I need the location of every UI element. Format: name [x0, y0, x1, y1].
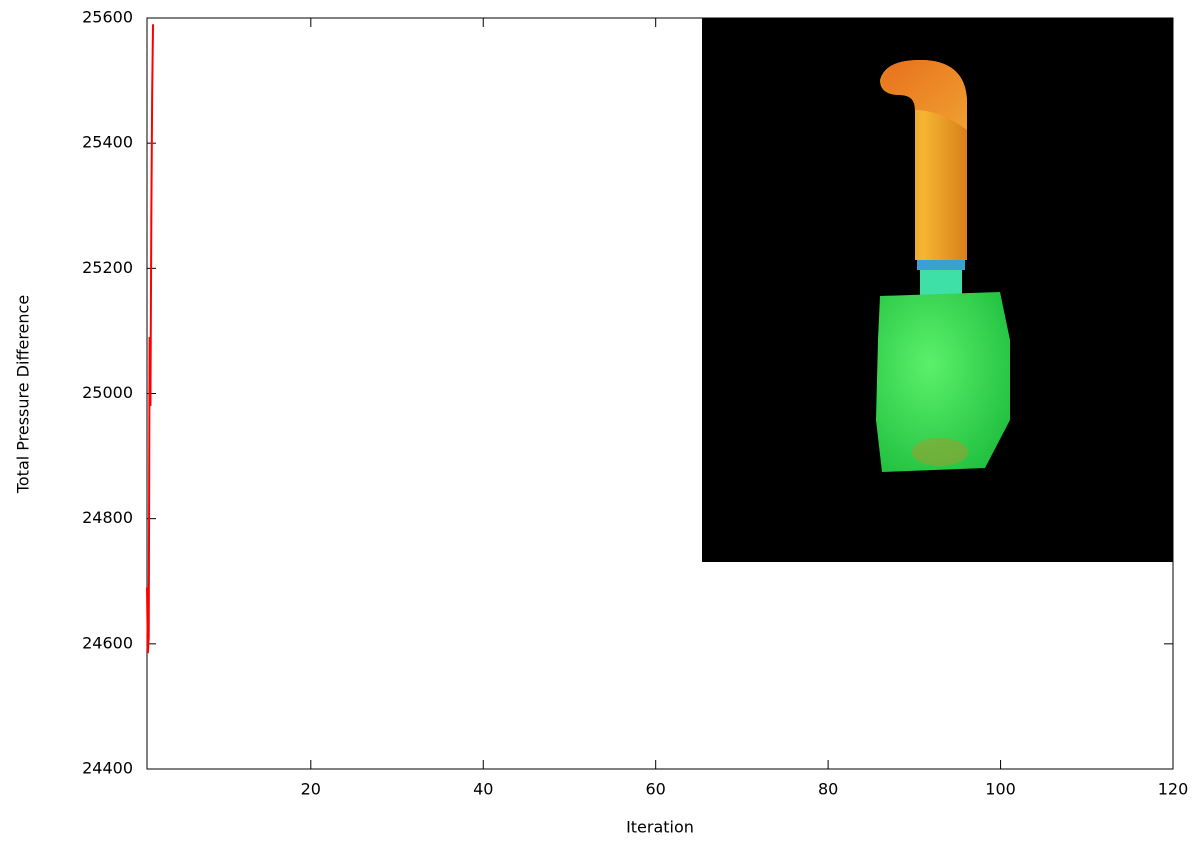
y-tick-label: 25000	[82, 383, 133, 402]
chart: Iteration Total Pressure Difference 2440…	[0, 0, 1198, 841]
x-axis-label: Iteration	[626, 818, 694, 837]
x-tick-label: 100	[985, 780, 1016, 799]
x-tick-label: 40	[473, 780, 493, 799]
y-tick-label: 24800	[82, 508, 133, 527]
x-tick-label: 80	[818, 780, 838, 799]
y-axis-label: Total Pressure Difference	[14, 295, 33, 494]
y-tick-label: 25400	[82, 133, 133, 152]
y-tick-label: 25600	[82, 8, 133, 27]
x-tick-label: 20	[301, 780, 321, 799]
y-tick-label: 24400	[82, 759, 133, 778]
x-tick-label: 120	[1158, 780, 1189, 799]
y-tick-label: 25200	[82, 258, 133, 277]
x-tick-label: 60	[646, 780, 666, 799]
inset-image	[702, 18, 1173, 562]
y-tick-label: 24600	[82, 633, 133, 652]
data-line	[147, 24, 153, 653]
